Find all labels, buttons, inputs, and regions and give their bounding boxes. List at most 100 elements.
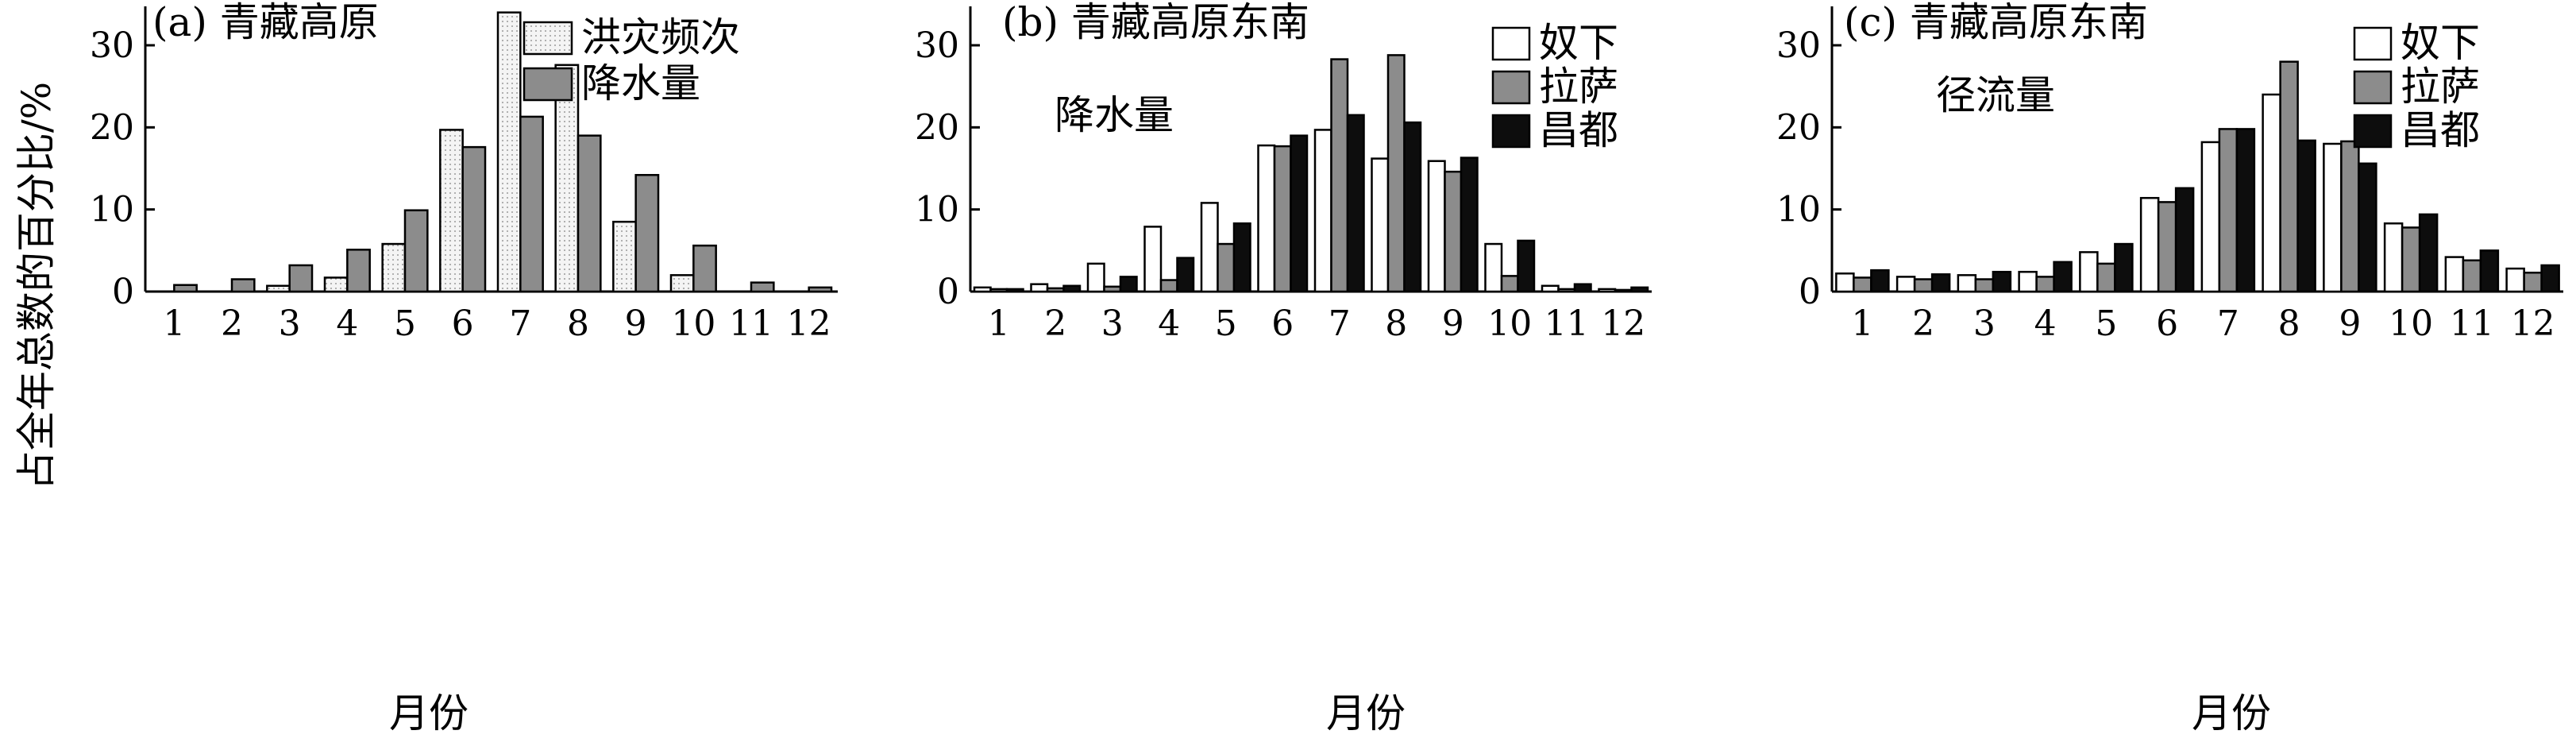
bar-2 [519,115,544,293]
bar-2 [1853,276,1872,293]
legend-swatch-1 [523,21,573,56]
bar-2 [2462,259,2482,293]
legend-swatch-2 [1491,70,1531,105]
legend-label-3: 昌都 [1539,107,1618,153]
bar-2 [634,174,660,293]
bar-3 [1232,222,1251,293]
bar-3 [1573,283,1592,293]
legend-label-2: 拉萨 [2401,64,2480,110]
x-axis-label: 月份 [2192,690,2271,736]
x-tick-label: 12 [2511,303,2555,344]
x-tick-label: 9 [1442,303,1464,344]
bar-1 [1086,262,1105,293]
x-tick-label: 8 [567,303,589,344]
bar-3 [1460,157,1479,293]
x-tick-label: 12 [787,303,831,344]
x-tick-label: 1 [1851,303,1873,344]
bar-1 [2262,93,2281,293]
bar-1 [1598,288,1617,293]
bar-2 [577,134,602,293]
bar-2 [1913,278,1934,293]
y-tick-label: 20 [1776,107,1821,148]
bar-1 [973,286,992,293]
x-axis-label: 月份 [389,690,469,736]
bar-1 [612,220,637,293]
x-tick-label: 6 [452,303,474,344]
y-tick-label: 10 [915,190,959,230]
bar-1 [1313,129,1332,293]
bar-3 [1403,121,1422,293]
x-tick-label: 1 [163,303,185,344]
legend-swatch-2 [523,67,573,102]
x-tick-label: 12 [1601,303,1645,344]
bar-1 [554,64,580,293]
legend-swatch-3 [1491,114,1531,149]
legend-label-3: 昌都 [2401,107,2480,153]
x-tick-label: 10 [1487,303,1532,344]
bar-2 [1046,287,1065,293]
bar-3 [2418,213,2439,293]
bar-1 [1143,226,1163,293]
bar-1 [381,242,407,293]
bar-2 [2523,271,2543,293]
legend-swatch-3 [2353,114,2393,149]
bar-2 [1330,58,1349,293]
legend-label-1: 奴下 [2401,20,2480,66]
y-tick-label: 30 [90,25,134,66]
bar-3 [2114,242,2134,293]
bar-3 [2053,261,2073,293]
bar-1 [2444,256,2465,293]
y-tick-label: 20 [915,107,959,148]
y-tick-label: 10 [1776,190,1821,230]
bar-1 [1957,274,1977,293]
x-tick-label: 2 [1912,303,1934,344]
x-tick-label: 9 [2339,303,2361,344]
bar-2 [288,264,314,293]
bar-3 [1930,273,1951,293]
y-tick-label: 10 [90,190,134,230]
bar-2 [989,288,1008,293]
bar-2 [2401,226,2421,293]
bar-2 [2035,276,2055,293]
bar-3 [1062,284,1082,293]
legend-swatch-2 [2353,70,2393,105]
bar-1 [1541,284,1560,293]
bar-1 [2018,270,2038,293]
y-axis-label: 占全年总数的百分比/% [13,82,60,490]
bar-3 [1119,276,1138,293]
bar-1 [2079,251,2099,293]
x-tick-label: 6 [1271,303,1294,344]
bar-1 [2383,222,2404,293]
x-tick-label: 7 [1328,303,1351,344]
bar-1 [1895,276,1916,293]
bar-2 [750,281,775,293]
bar-2 [1444,170,1463,293]
bar-3 [2540,264,2560,293]
bar-1 [439,129,464,293]
bar-2 [1614,288,1633,293]
y-tick-label: 30 [1776,25,1821,66]
bar-2 [2157,201,2177,293]
bar-3 [2358,162,2377,293]
x-tick-label: 11 [729,303,773,344]
x-tick-label: 3 [279,303,301,344]
bar-3 [1630,286,1649,293]
bar-3 [1346,114,1365,293]
panel-title: (c) 青藏高原东南 [1844,0,2148,45]
bar-3 [2174,187,2195,293]
x-tick-label: 7 [509,303,531,344]
x-tick-label: 8 [2278,303,2300,344]
bar-1 [323,276,349,293]
x-tick-label: 3 [1101,303,1124,344]
y-tick-label: 20 [90,107,134,148]
bar-1 [1427,160,1446,293]
bar-1 [2139,196,2160,293]
bar-2 [1159,279,1178,293]
bar-3 [1517,239,1536,293]
panel-subtitle: 径流量 [1936,72,2055,118]
x-tick-label: 2 [1044,303,1066,344]
bar-2 [346,249,371,293]
bar-2 [2218,128,2239,293]
bar-2 [403,209,429,293]
